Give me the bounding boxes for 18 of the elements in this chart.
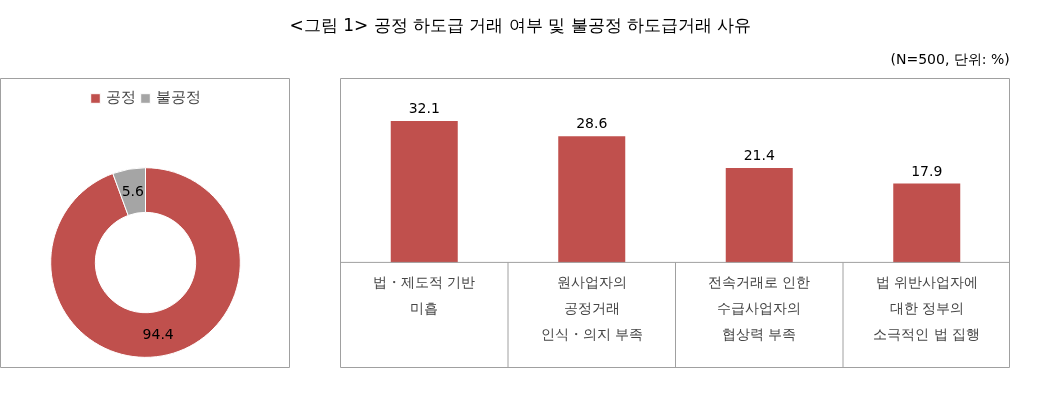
data-label: 32.1 bbox=[408, 99, 440, 116]
data-label: 28.6 bbox=[576, 115, 608, 132]
x-tick-label: 법 위반사업자에 대한 정부의 소극적인 법 집행 bbox=[873, 274, 981, 342]
x-tick-label: 법・제도적 기반 미흡 bbox=[373, 274, 476, 316]
data-label: 5.6 bbox=[121, 183, 145, 200]
text: <그림 1> 공정 하도급 거래 여부 및 불공정 하도급거래 사유 bbox=[289, 14, 752, 35]
bar bbox=[725, 168, 793, 263]
legend-label: 공정 bbox=[106, 88, 136, 107]
data-label: 21.4 bbox=[743, 147, 775, 164]
text: (N=500, 단위: %) bbox=[890, 50, 1010, 67]
bar bbox=[558, 136, 626, 263]
data-label: 17.9 bbox=[911, 162, 943, 179]
x-tick-label: 원사업자의 공정거래 인식・의지 부족 bbox=[540, 274, 643, 342]
bar bbox=[390, 120, 458, 263]
x-tick-label: 전속거래로 인한 수급사업자의 협상력 부족 bbox=[708, 274, 811, 342]
data-label: 94.4 bbox=[142, 325, 174, 342]
bar bbox=[893, 183, 961, 263]
legend-label: 불공정 bbox=[156, 88, 201, 107]
